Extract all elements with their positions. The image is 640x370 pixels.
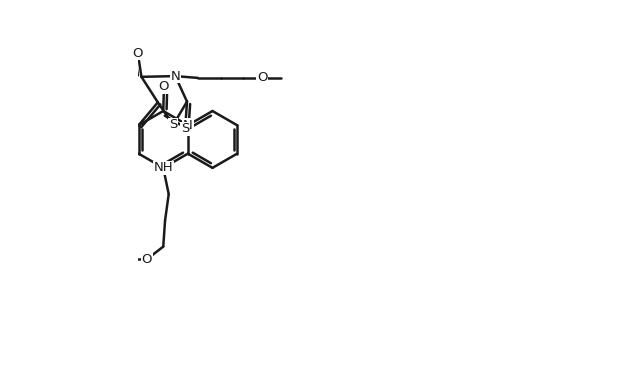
Text: N: N	[170, 70, 180, 83]
Text: S: S	[169, 118, 177, 131]
Text: O: O	[257, 71, 268, 84]
Text: O: O	[141, 253, 152, 266]
Text: O: O	[132, 47, 143, 60]
Text: O: O	[159, 80, 169, 93]
Text: N: N	[183, 119, 193, 132]
Text: S: S	[181, 122, 189, 135]
Text: N: N	[158, 161, 168, 174]
Text: NH: NH	[154, 161, 173, 174]
